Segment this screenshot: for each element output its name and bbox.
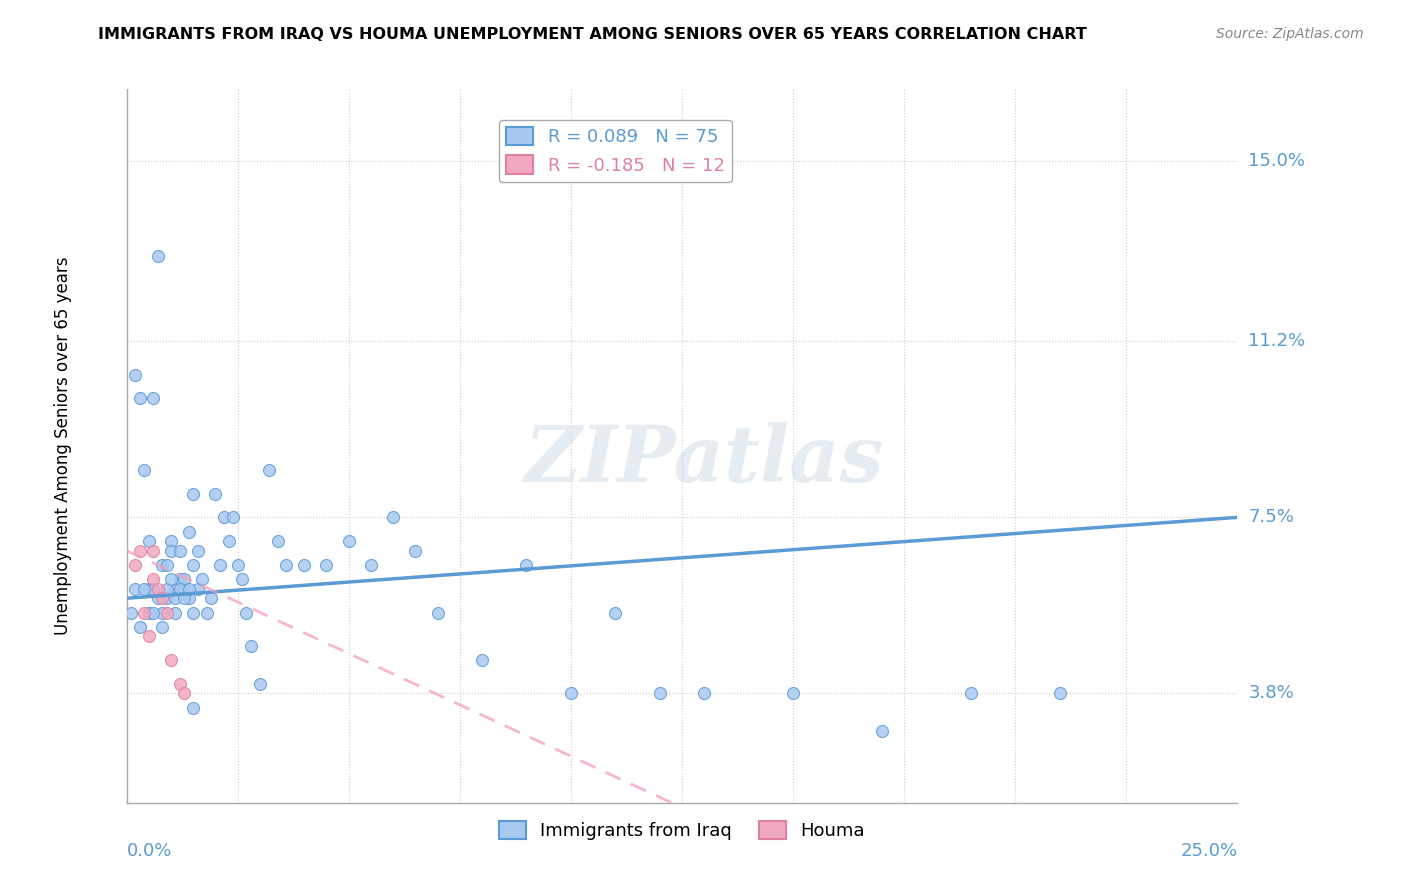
Point: [124, 582, 146, 596]
Legend: Immigrants from Iraq, Houma: Immigrants from Iraq, Houma: [492, 814, 872, 847]
Point: [959, 686, 981, 700]
Point: [160, 534, 183, 549]
Text: 3.8%: 3.8%: [1249, 684, 1294, 702]
Point: [138, 582, 160, 596]
Point: [155, 591, 177, 606]
Point: [142, 392, 165, 406]
Point: [181, 558, 204, 572]
Point: [337, 534, 360, 549]
Point: [782, 686, 804, 700]
Point: [239, 639, 262, 653]
Point: [128, 392, 150, 406]
Point: [134, 463, 156, 477]
Point: [169, 582, 191, 596]
Point: [146, 591, 169, 606]
Point: [382, 510, 405, 524]
Point: [181, 486, 204, 500]
Point: [142, 582, 165, 596]
Point: [120, 606, 142, 620]
Text: IMMIGRANTS FROM IRAQ VS HOUMA UNEMPLOYMENT AMONG SENIORS OVER 65 YEARS CORRELATI: IMMIGRANTS FROM IRAQ VS HOUMA UNEMPLOYME…: [98, 27, 1087, 42]
Point: [124, 558, 146, 572]
Point: [138, 629, 160, 643]
Point: [142, 572, 165, 586]
Point: [177, 591, 200, 606]
Point: [231, 572, 253, 586]
Text: 0.0%: 0.0%: [127, 842, 172, 860]
Point: [146, 582, 169, 596]
Point: [173, 686, 195, 700]
Point: [138, 606, 160, 620]
Point: [214, 510, 236, 524]
Point: [222, 510, 245, 524]
Point: [292, 558, 315, 572]
Point: [150, 620, 173, 634]
Point: [187, 582, 209, 596]
Point: [138, 534, 160, 549]
Point: [471, 653, 494, 667]
Point: [142, 543, 165, 558]
Point: [150, 606, 173, 620]
Point: [276, 558, 298, 572]
Point: [257, 463, 280, 477]
Point: [173, 582, 195, 596]
Point: [134, 582, 156, 596]
Point: [165, 582, 187, 596]
Text: 25.0%: 25.0%: [1180, 842, 1237, 860]
Point: [128, 543, 150, 558]
Text: ZIPatlas: ZIPatlas: [524, 422, 884, 499]
Point: [249, 677, 271, 691]
Point: [150, 558, 173, 572]
Point: [870, 724, 893, 739]
Point: [605, 606, 627, 620]
Text: 7.5%: 7.5%: [1249, 508, 1295, 526]
Point: [560, 686, 582, 700]
Point: [181, 700, 204, 714]
Point: [169, 543, 191, 558]
Point: [142, 606, 165, 620]
Text: Unemployment Among Seniors over 65 years: Unemployment Among Seniors over 65 years: [55, 257, 72, 635]
Point: [191, 572, 214, 586]
Point: [124, 368, 146, 382]
Point: [515, 558, 537, 572]
Point: [160, 543, 183, 558]
Point: [195, 606, 218, 620]
Text: Source: ZipAtlas.com: Source: ZipAtlas.com: [1216, 27, 1364, 41]
Point: [200, 591, 222, 606]
Point: [150, 591, 173, 606]
Point: [187, 543, 209, 558]
Point: [177, 524, 200, 539]
Point: [315, 558, 337, 572]
Point: [181, 606, 204, 620]
Point: [160, 572, 183, 586]
Point: [173, 591, 195, 606]
Point: [426, 606, 449, 620]
Point: [160, 653, 183, 667]
Point: [169, 572, 191, 586]
Point: [134, 606, 156, 620]
Point: [360, 558, 382, 572]
Point: [165, 591, 187, 606]
Text: 11.2%: 11.2%: [1249, 333, 1306, 351]
Point: [208, 558, 231, 572]
Text: 15.0%: 15.0%: [1249, 152, 1305, 169]
Point: [648, 686, 671, 700]
Point: [266, 534, 288, 549]
Point: [204, 486, 226, 500]
Point: [155, 582, 177, 596]
Point: [173, 572, 195, 586]
Point: [226, 558, 249, 572]
Point: [146, 249, 169, 263]
Point: [177, 582, 200, 596]
Point: [404, 543, 426, 558]
Point: [155, 558, 177, 572]
Point: [235, 606, 257, 620]
Point: [128, 620, 150, 634]
Point: [155, 606, 177, 620]
Point: [165, 606, 187, 620]
Point: [218, 534, 240, 549]
Point: [693, 686, 716, 700]
Point: [169, 677, 191, 691]
Point: [1049, 686, 1071, 700]
